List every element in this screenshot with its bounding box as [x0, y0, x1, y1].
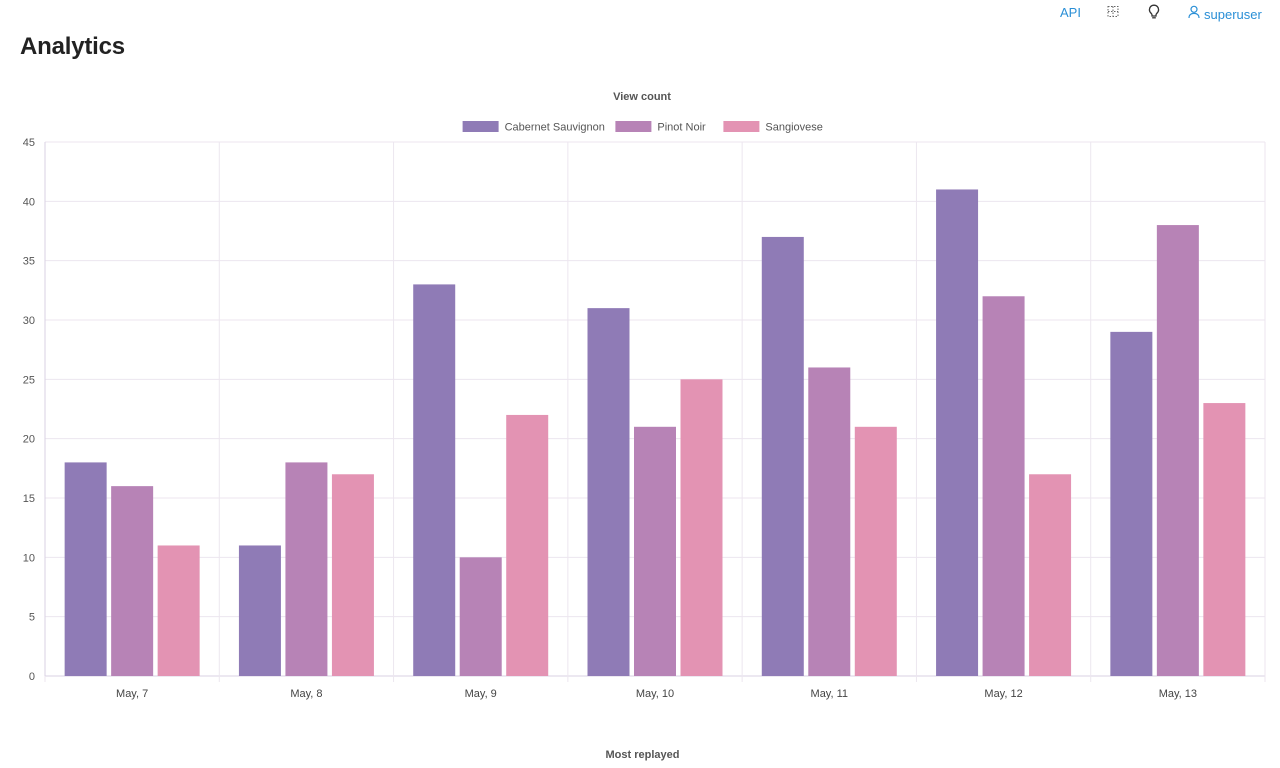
page-title: Analytics — [20, 33, 125, 60]
bar-sangiovese — [854, 426, 897, 676]
x-tick-label: May, 13 — [1159, 688, 1197, 700]
bar-cabernet-sauvignon — [238, 545, 281, 676]
bar-cabernet-sauvignon — [587, 308, 630, 676]
section-title-most-replayed: Most replayed — [605, 749, 680, 761]
bar-sangiovese — [1203, 403, 1246, 676]
grid-icon[interactable] — [1107, 5, 1119, 19]
x-tick-label: May, 8 — [290, 688, 322, 700]
y-tick-label: 5 — [29, 612, 35, 624]
y-tick-label: 25 — [23, 374, 35, 386]
y-tick-label: 15 — [23, 493, 35, 505]
user-name-link[interactable]: superuser — [1204, 7, 1262, 22]
bar-pinot-noir — [285, 462, 328, 676]
y-tick-label: 0 — [29, 671, 35, 683]
bar-cabernet-sauvignon — [1110, 331, 1153, 676]
bar-pinot-noir — [111, 486, 154, 676]
bar-pinot-noir — [1156, 225, 1199, 677]
user-icon — [1188, 5, 1200, 24]
y-tick-label: 35 — [23, 256, 35, 268]
lightbulb-icon[interactable] — [1147, 4, 1161, 20]
bar-sangiovese — [506, 414, 549, 676]
x-tick-label: May, 7 — [116, 688, 148, 700]
y-tick-label: 30 — [23, 315, 35, 327]
bar-cabernet-sauvignon — [761, 236, 804, 676]
bar-sangiovese — [1029, 474, 1072, 676]
y-tick-label: 40 — [23, 196, 35, 208]
bar-cabernet-sauvignon — [64, 462, 107, 676]
x-tick-label: May, 12 — [984, 688, 1022, 700]
bar-sangiovese — [331, 474, 374, 676]
bar-pinot-noir — [982, 296, 1025, 676]
user-menu[interactable]: superuser — [1188, 5, 1262, 24]
x-tick-label: May, 10 — [636, 688, 674, 700]
legend-swatch — [615, 121, 652, 132]
legend-label: Pinot Noir — [657, 122, 706, 134]
legend-label: Sangiovese — [765, 122, 823, 134]
api-link[interactable]: API — [1060, 5, 1081, 20]
legend-swatch — [723, 121, 760, 132]
x-tick-label: May, 9 — [465, 688, 497, 700]
bar-pinot-noir — [634, 426, 676, 676]
bar-cabernet-sauvignon — [413, 284, 456, 676]
bar-pinot-noir — [459, 557, 502, 676]
chart-svg: View count Cabernet Sauvignon Pinot Noir Sa… — [23, 91, 1266, 700]
y-tick-label: 20 — [23, 434, 35, 446]
bar-sangiovese — [157, 545, 200, 676]
chart-title: View count — [613, 91, 671, 103]
y-tick-label: 45 — [23, 137, 35, 149]
legend-swatch — [462, 121, 499, 132]
view-count-chart: View count Cabernet Sauvignon Pinot Noir Sa… — [0, 80, 1280, 720]
y-tick-label: 10 — [23, 552, 35, 564]
bar-pinot-noir — [808, 367, 851, 676]
x-tick-label: May, 11 — [811, 688, 849, 700]
bar-cabernet-sauvignon — [936, 189, 979, 676]
legend-label: Cabernet Sauvignon — [505, 122, 605, 134]
bar-sangiovese — [680, 379, 723, 676]
